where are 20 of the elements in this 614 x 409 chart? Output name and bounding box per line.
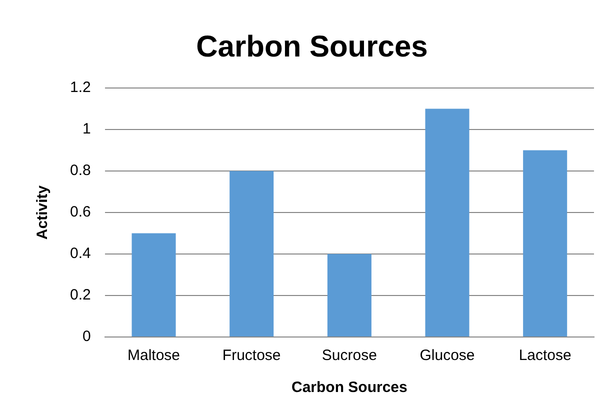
y-axis-title: Activity xyxy=(34,184,52,240)
y-tick-label: 1.2 xyxy=(70,79,91,96)
x-tick-label: Glucose xyxy=(420,347,475,364)
y-tick-label: 0.8 xyxy=(70,162,91,180)
y-tick-label: 0 xyxy=(82,328,91,346)
x-tick-label: Lactose xyxy=(518,347,572,364)
y-tick-label: 0.2 xyxy=(70,286,91,304)
bar xyxy=(230,171,274,336)
bar xyxy=(327,254,372,336)
x-tick-label: Sucrose xyxy=(322,347,377,364)
x-axis-title: Carbon Sources xyxy=(291,379,408,396)
bar xyxy=(132,233,176,336)
y-tick-label: 0.4 xyxy=(70,245,91,262)
x-tick-label: Maltose xyxy=(128,347,180,364)
x-tick-label: Fructose xyxy=(222,347,281,364)
y-tick-label: 0.6 xyxy=(70,204,91,221)
chart-title: Carbon Sources xyxy=(196,30,428,64)
bar xyxy=(523,150,568,336)
bar xyxy=(425,108,470,336)
y-tick-label: 1 xyxy=(82,120,91,138)
